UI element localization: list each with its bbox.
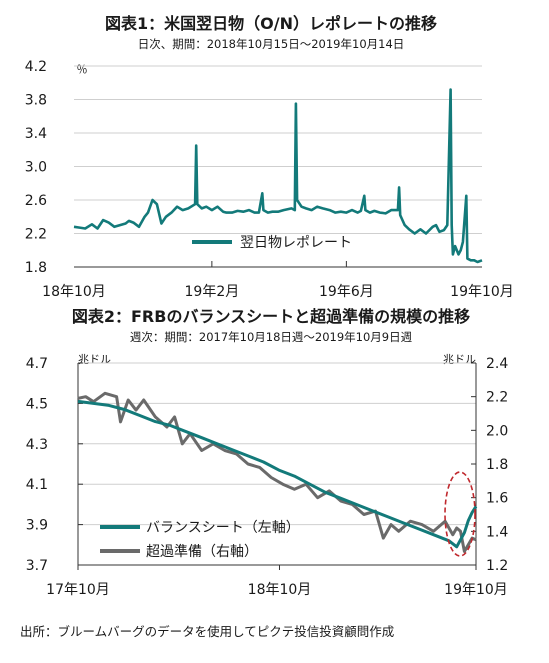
chart2-y-right-ticks: 1.2 1.4 1.6 1.8 2.0 2.2 2.4 <box>471 356 508 574</box>
chart2-y-left-tick-label: 3.9 <box>26 518 48 534</box>
chart2-y-left-tick-label: 4.7 <box>26 356 48 372</box>
chart1-x-tick-label: 19年2月 <box>185 284 240 300</box>
chart2-series-balance-sheet <box>77 399 478 549</box>
chart1-gridlines <box>74 65 482 234</box>
chart2-y-left-tick-label: 4.1 <box>26 477 48 493</box>
chart1-series-repo-rate <box>73 88 483 264</box>
chart1-x-ticks: 18年10月 19年2月 19年6月 19年10月 <box>42 261 514 300</box>
chart1-legend-label-repo-rate: 翌日物レポレート <box>240 235 352 251</box>
chart2-gridlines <box>78 362 476 526</box>
chart1-y-tick-label: 3.0 <box>25 160 47 176</box>
chart1-y-ticks: 1.8 2.2 2.6 3.0 3.4 3.8 4.2 <box>25 59 47 276</box>
chart1-y-tick-label: 1.8 <box>25 260 47 276</box>
chart2-y-right-tick-label: 1.8 <box>486 457 508 473</box>
chart1-subtitle: 日次、期間：2018年10月15日～2019年10月14日 <box>138 37 405 51</box>
chart1-x-tick-label: 18年10月 <box>42 284 106 300</box>
chart1-y-tick-label: 2.2 <box>25 227 47 243</box>
chart2-y-left-ticks: 3.7 3.9 4.1 4.3 4.5 4.7 <box>26 356 83 574</box>
chart2-y-left-tick-label: 3.7 <box>26 558 48 574</box>
chart2-highlight-ellipse <box>444 471 476 557</box>
chart2-y-right-tick-label: 1.2 <box>486 558 508 574</box>
chart2-y-right-tick-label: 2.4 <box>486 356 508 372</box>
chart2-y-right-tick-label: 2.2 <box>486 390 508 406</box>
chart2-y-right-unit: 兆ドル <box>443 353 476 366</box>
source-note: 出所：ブルームバーグのデータを使用してピクテ投信投資顧問作成 <box>20 624 394 639</box>
chart2-legend-label-excess-reserves: 超過準備（右軸） <box>146 544 258 560</box>
chart1-x-tick-label: 19年6月 <box>319 284 374 300</box>
chart2-y-left-tick-label: 4.5 <box>26 396 48 412</box>
chart2-y-right-tick-label: 1.6 <box>486 491 508 507</box>
chart1-title: 図表1：米国翌日物（O/N）レポレートの推移 <box>105 14 437 33</box>
chart2-legend: バランスシート（左軸） 超過準備（右軸） <box>100 520 300 560</box>
chart2-series-excess-reserves <box>77 391 477 553</box>
chart2-title: 図表2：FRBのバランスシートと超過準備の規模の推移 <box>72 307 470 326</box>
chart1-y-tick-label: 2.6 <box>25 193 47 209</box>
chart2-y-left-unit: 兆ドル <box>78 353 111 366</box>
chart2-legend-label-balance-sheet: バランスシート（左軸） <box>146 520 300 536</box>
chart1-y-tick-label: 4.2 <box>25 59 47 75</box>
chart2-y-right-tick-label: 2.0 <box>486 423 508 439</box>
chart1-x-tick-label: 19年10月 <box>450 284 514 300</box>
chart1-y-tick-label: 3.8 <box>25 93 47 109</box>
chart1-y-tick-label: 3.4 <box>25 126 47 142</box>
chart2-x-tick-label: 17年10月 <box>46 582 110 598</box>
chart1-y-unit: ％ <box>77 63 88 76</box>
chart2-y-left-tick-label: 4.3 <box>26 437 48 453</box>
chart2-x-tick-label: 18年10月 <box>248 582 312 598</box>
chart2-x-ticks: 17年10月 18年10月 19年10月 <box>46 565 508 598</box>
chart2-y-right-tick-label: 1.4 <box>486 524 508 540</box>
chart1-legend: 翌日物レポレート <box>192 235 352 251</box>
chart2-x-tick-label: 19年10月 <box>444 582 508 598</box>
chart2-subtitle: 週次：期間：2017年10月18日週～2019年10月9日週 <box>130 330 413 344</box>
